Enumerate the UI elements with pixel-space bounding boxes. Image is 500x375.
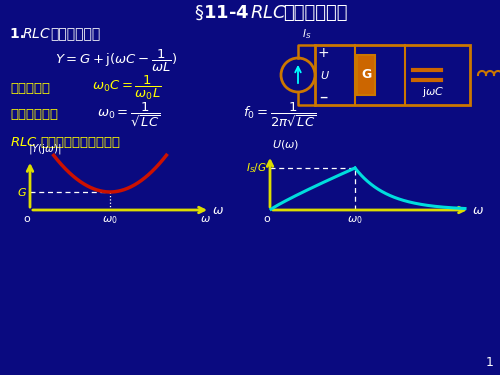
Text: $\S$11-4: $\S$11-4 [194,4,250,22]
Text: $\omega_0$: $\omega_0$ [102,214,118,226]
Text: $\omega$: $\omega$ [212,204,224,216]
Text: $\mathrm{j}\omega C$: $\mathrm{j}\omega C$ [422,85,444,99]
Text: 谐振角频率：: 谐振角频率： [10,108,58,122]
Text: $\omega_0 C = \dfrac{1}{\omega_0 L}$: $\omega_0 C = \dfrac{1}{\omega_0 L}$ [92,74,162,102]
Text: 谐振条件：: 谐振条件： [10,81,50,94]
Text: $\omega$: $\omega$ [200,214,210,224]
Text: $U(\omega)$: $U(\omega)$ [272,138,299,151]
Text: o: o [24,214,30,224]
Text: 1: 1 [486,356,494,369]
Text: $U$: $U$ [320,69,330,81]
Text: $G$: $G$ [17,186,27,198]
Text: $I_S$: $I_S$ [302,27,312,41]
Text: $\omega_0 = \dfrac{1}{\sqrt{LC}}$: $\omega_0 = \dfrac{1}{\sqrt{LC}}$ [97,101,161,129]
Text: $f_0 = \dfrac{1}{2\pi\sqrt{LC}}$: $f_0 = \dfrac{1}{2\pi\sqrt{LC}}$ [243,101,317,129]
Text: $Y = G + \mathrm{j}(\omega C - \dfrac{1}{\omega L})$: $Y = G + \mathrm{j}(\omega C - \dfrac{1}… [55,48,178,74]
Text: $I_S/G$: $I_S/G$ [246,161,267,175]
Text: $RLC$: $RLC$ [250,4,287,22]
Text: 并联谐振电路: 并联谐振电路 [283,4,348,22]
Text: o: o [264,214,270,224]
Text: 并联谐振电路: 并联谐振电路 [50,27,100,41]
Text: +: + [317,46,329,60]
Text: –: – [319,88,327,106]
Text: $\omega$: $\omega$ [472,204,484,216]
Text: $RLC$: $RLC$ [22,27,51,41]
Text: $RLC$: $RLC$ [10,135,38,148]
Text: 1.: 1. [10,27,30,41]
Text: $\omega_0$: $\omega_0$ [347,214,363,226]
Text: 并联电路的频率特性：: 并联电路的频率特性： [40,135,120,148]
Text: G: G [361,69,371,81]
Bar [357,55,375,95]
Text: $|Y(\mathrm{j}\omega)|$: $|Y(\mathrm{j}\omega)|$ [28,142,62,156]
Bar [315,45,470,105]
